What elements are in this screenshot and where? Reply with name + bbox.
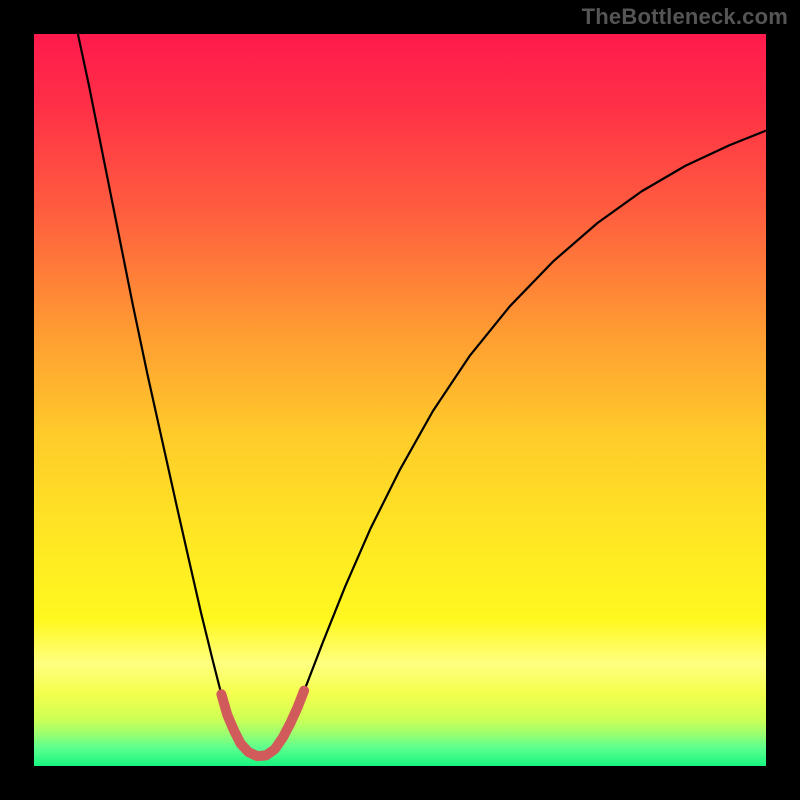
watermark-text: TheBottleneck.com	[582, 4, 788, 30]
plot-area	[34, 34, 766, 766]
chart-frame: TheBottleneck.com	[0, 0, 800, 800]
plot-svg	[34, 34, 766, 766]
gradient-background	[34, 34, 766, 766]
